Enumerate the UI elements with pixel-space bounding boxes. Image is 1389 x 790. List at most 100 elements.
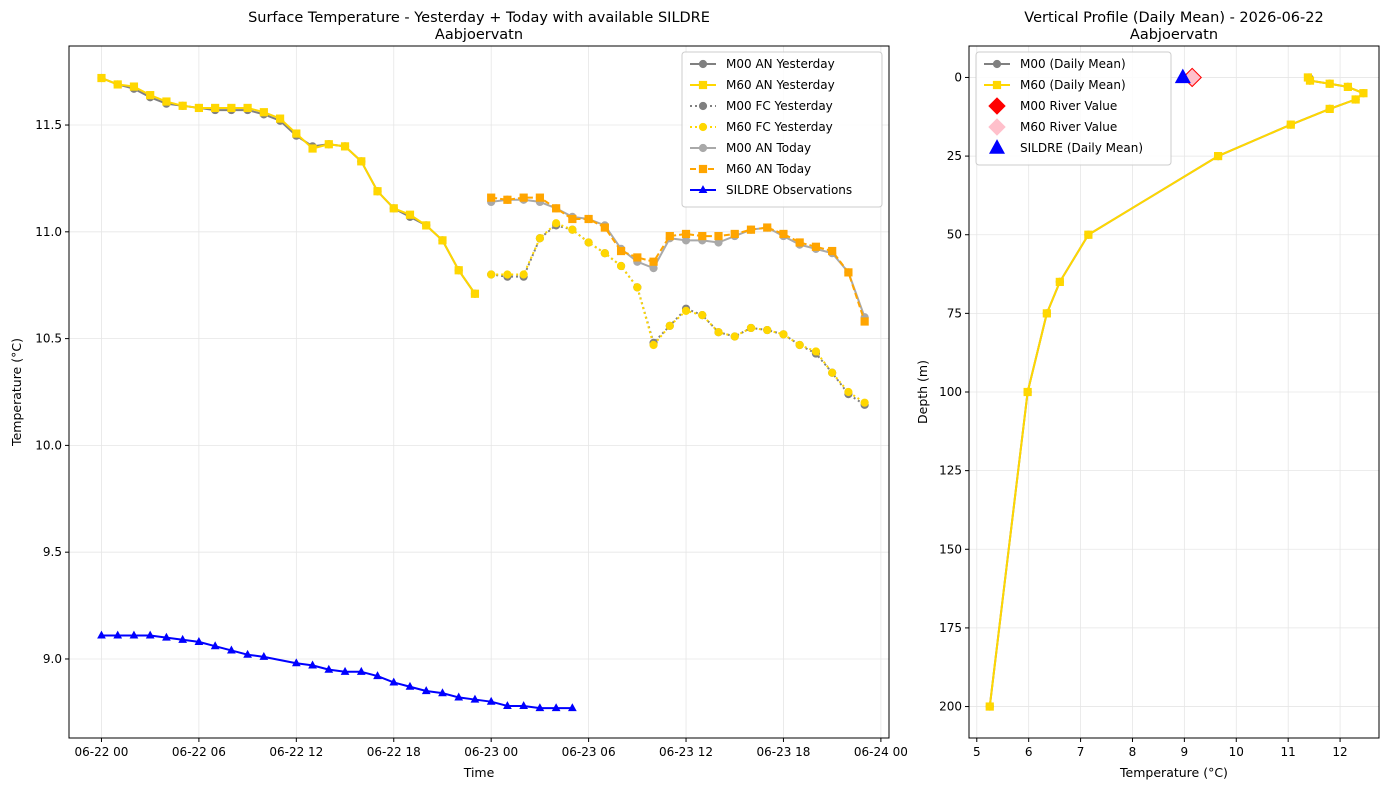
data-point xyxy=(373,671,382,680)
legend-entry: SILDRE Observations xyxy=(690,183,852,197)
data-point xyxy=(828,246,837,256)
data-point xyxy=(194,637,204,645)
series-m60-an-today xyxy=(487,193,869,326)
legend-label: M60 AN Yesterday xyxy=(726,78,835,92)
data-point xyxy=(535,193,544,202)
data-point xyxy=(746,225,756,234)
legend-entry: M00 AN Yesterday xyxy=(690,57,835,71)
left-x-axis-label: Time xyxy=(463,765,495,780)
data-point xyxy=(113,630,123,639)
data-point xyxy=(324,664,334,673)
legend-marker xyxy=(988,97,1006,115)
right-y-ticks: 0 25 50 75 100 125 150 175 200 xyxy=(939,70,969,714)
x-tick-label: 8 xyxy=(1129,745,1137,759)
legend-marker xyxy=(698,143,708,153)
y-tick-label: 150 xyxy=(939,542,962,556)
legend-entry: M60 River Value xyxy=(988,118,1117,136)
right-x-axis-label: Temperature (°C) xyxy=(1119,765,1228,780)
data-point xyxy=(308,660,317,669)
y-tick-label: 0 xyxy=(954,70,962,84)
data-point xyxy=(1214,151,1223,161)
data-point xyxy=(421,686,431,695)
data-point xyxy=(828,368,837,377)
data-point xyxy=(600,223,609,232)
right-chart-subtitle: Aabjoervatn xyxy=(1130,27,1218,43)
x-tick-label: 06-23 12 xyxy=(659,745,713,759)
data-point xyxy=(681,229,691,239)
vertical-profile-panel: Vertical Profile (Daily Mean) - 2026-06-… xyxy=(915,10,1380,780)
data-point xyxy=(519,701,529,710)
x-tick-label: 06-23 06 xyxy=(562,745,616,759)
data-point xyxy=(178,101,187,110)
data-point xyxy=(259,108,268,117)
legend-label: M00 AN Yesterday xyxy=(726,57,835,71)
x-tick-label: 06-23 18 xyxy=(756,745,810,759)
legend-marker xyxy=(989,139,1005,154)
right-y-axis-label: Depth (m) xyxy=(915,360,930,424)
x-tick-label: 6 xyxy=(1025,745,1033,759)
data-point xyxy=(535,234,544,243)
data-point xyxy=(730,229,739,239)
left-chart-subtitle: Aabjoervatn xyxy=(435,27,523,43)
y-tick-label: 175 xyxy=(939,621,962,635)
y-tick-label: 50 xyxy=(947,228,962,242)
data-point xyxy=(389,204,398,213)
legend-label: M00 River Value xyxy=(1020,99,1117,113)
data-point xyxy=(698,311,707,320)
data-point xyxy=(194,103,204,113)
data-point xyxy=(405,681,415,690)
data-point xyxy=(860,317,869,326)
data-point xyxy=(1305,76,1315,85)
series-m60-daily-mean xyxy=(985,73,1368,711)
right-x-ticks: 5 6 7 8 9 10 11 12 xyxy=(973,738,1348,759)
right-legend: M00 (Daily Mean) M60 (Daily Mean) M00 Rive… xyxy=(975,51,1172,166)
data-point xyxy=(552,204,561,213)
data-point xyxy=(97,73,106,83)
data-point xyxy=(844,387,853,397)
legend-frame xyxy=(681,51,883,208)
y-tick-label: 9.5 xyxy=(43,545,62,559)
data-point xyxy=(1325,104,1334,114)
x-tick-label: 06-22 12 xyxy=(269,745,323,759)
data-point xyxy=(535,703,545,712)
legend-entry: M60 AN Today xyxy=(690,162,811,176)
x-tick-label: 06-22 00 xyxy=(74,745,128,759)
data-point xyxy=(227,645,236,654)
data-point xyxy=(291,658,301,667)
data-point xyxy=(357,157,366,166)
legend-label: M00 (Daily Mean) xyxy=(1020,57,1126,71)
data-point xyxy=(649,257,658,266)
data-point xyxy=(746,323,756,333)
data-point xyxy=(162,632,171,641)
data-point xyxy=(600,249,609,258)
data-point xyxy=(1286,120,1295,129)
x-tick-label: 06-24 00 xyxy=(854,745,908,759)
y-tick-label: 200 xyxy=(939,700,962,714)
legend-marker xyxy=(698,185,708,194)
x-tick-label: 06-23 00 xyxy=(464,745,518,759)
data-point xyxy=(568,214,577,224)
data-point xyxy=(985,702,994,711)
series-sildre-observations xyxy=(97,630,577,712)
data-point xyxy=(665,231,674,241)
data-point xyxy=(665,321,674,330)
legend-entry: M60 (Daily Mean) xyxy=(984,78,1126,92)
data-point xyxy=(616,261,626,271)
left-chart-title: Surface Temperature - Yesterday + Today … xyxy=(248,10,710,26)
data-point xyxy=(503,195,512,204)
data-point xyxy=(1359,89,1368,98)
data-point xyxy=(145,630,155,639)
legend-label: M00 FC Yesterday xyxy=(726,99,833,113)
data-point xyxy=(211,103,220,113)
series-sildre-daily-mean xyxy=(1174,68,1191,84)
data-point xyxy=(633,283,642,292)
legend-label: M60 FC Yesterday xyxy=(726,120,833,134)
data-point xyxy=(795,238,804,247)
data-point xyxy=(844,268,853,277)
data-point xyxy=(584,238,593,247)
right-plot-series xyxy=(985,67,1368,711)
data-point xyxy=(714,328,723,337)
data-point xyxy=(487,193,496,202)
data-point xyxy=(519,270,528,279)
data-point xyxy=(1343,82,1352,91)
